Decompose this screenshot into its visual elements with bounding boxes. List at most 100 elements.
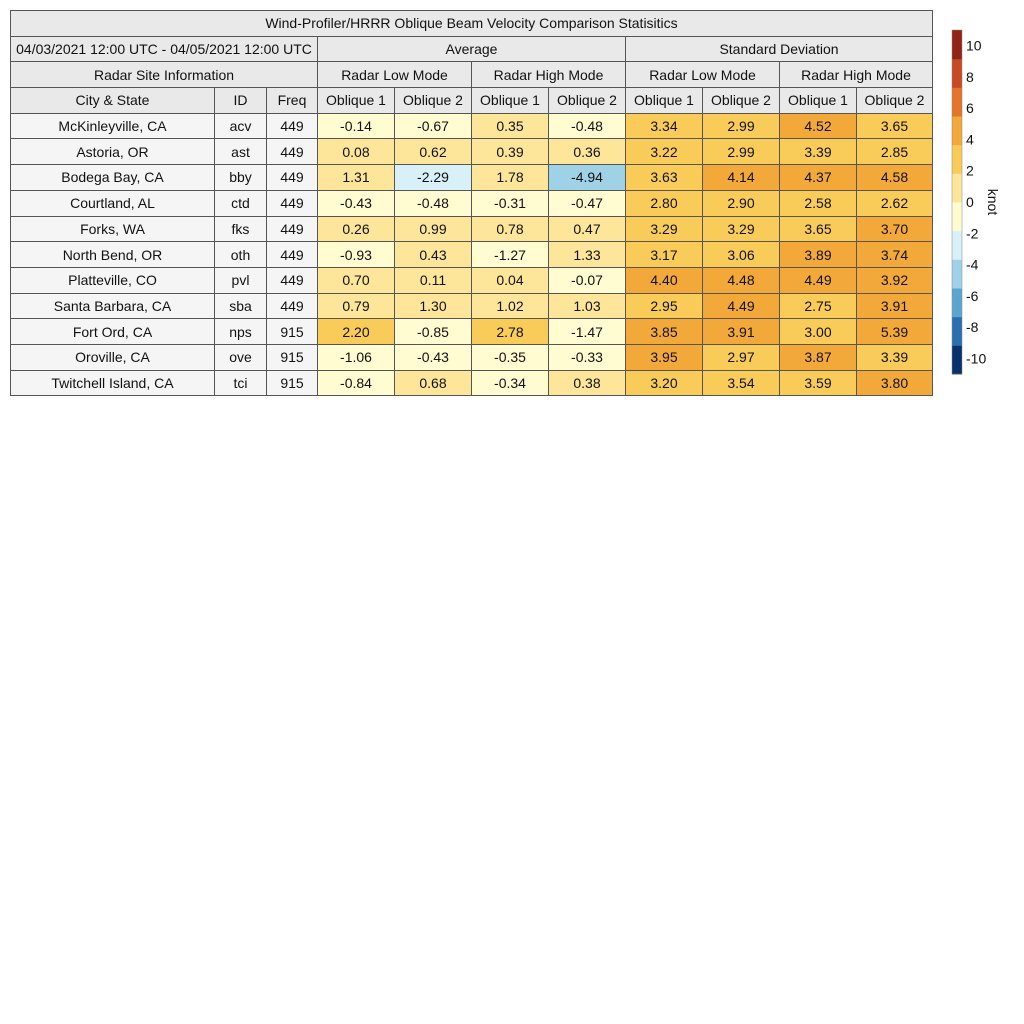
site-freq: 915 — [266, 343, 318, 371]
value-cell: -0.35 — [471, 343, 549, 371]
mode-header-avg-high: Radar High Mode — [471, 61, 626, 89]
value-cell: 3.17 — [625, 241, 703, 268]
value-cell: -1.27 — [471, 241, 549, 268]
column-header-row: City & State ID Freq Oblique 1 Oblique 2 Obli… — [10, 87, 933, 114]
table-row: Astoria, OR ast 449 0.08 0.62 0.39 0.36 3.22 2.9… — [10, 138, 933, 166]
value-cell: 3.91 — [856, 292, 933, 320]
table-row: Courtland, AL ctd 449 -0.43 -0.48 -0.31 -0.47 2… — [10, 189, 933, 217]
site-freq: 915 — [266, 369, 318, 397]
value-cell: 3.91 — [702, 318, 780, 345]
colorbar-tick-label: 4 — [966, 131, 974, 147]
value-cell: 1.02 — [471, 292, 549, 320]
value-cell: 3.20 — [625, 369, 703, 397]
value-cell: 0.68 — [394, 369, 472, 397]
colorbar-segment — [952, 116, 962, 146]
value-cell: 2.62 — [856, 189, 933, 217]
colorbar-tick-label: 0 — [966, 194, 974, 210]
value-cell: 2.90 — [702, 189, 780, 217]
value-cell: 0.47 — [548, 215, 626, 243]
value-cell: 4.37 — [779, 164, 857, 191]
site-id: ctd — [214, 189, 267, 217]
value-cell: 3.85 — [625, 318, 703, 345]
site-id: oth — [214, 241, 267, 268]
value-cell: 4.40 — [625, 266, 703, 294]
date-range: 04/03/2021 12:00 UTC - 04/05/2021 12:00 … — [10, 35, 318, 63]
site-freq: 449 — [266, 292, 318, 320]
colorbar-outline — [951, 29, 963, 375]
value-cell: 0.26 — [317, 215, 395, 243]
value-cell: 0.79 — [317, 292, 395, 320]
table-row: Fort Ord, CA nps 915 2.20 -0.85 2.78 -1.47 3.85… — [10, 318, 933, 345]
colorbar-segment — [952, 345, 962, 375]
site-city: Courtland, AL — [10, 189, 215, 217]
column-header: Oblique 1 — [779, 87, 857, 114]
value-cell: 2.99 — [702, 138, 780, 166]
value-cell: -4.94 — [548, 164, 626, 191]
table-row: Oroville, CA ove 915 -1.06 -0.43 -0.35 -0.33 3.… — [10, 343, 933, 371]
value-cell: 2.58 — [779, 189, 857, 217]
colorbar-segment — [952, 202, 962, 232]
value-cell: 3.59 — [779, 369, 857, 397]
colorbar-segment — [952, 316, 962, 346]
value-cell: 3.74 — [856, 241, 933, 268]
value-cell: 2.97 — [702, 343, 780, 371]
value-cell: -0.34 — [471, 369, 549, 397]
column-header: ID — [214, 87, 267, 114]
value-cell: 1.78 — [471, 164, 549, 191]
value-cell: -0.47 — [548, 189, 626, 217]
site-city: Twitchell Island, CA — [10, 369, 215, 397]
value-cell: -0.07 — [548, 266, 626, 294]
value-cell: -0.33 — [548, 343, 626, 371]
site-city: Bodega Bay, CA — [10, 164, 215, 191]
value-cell: -0.85 — [394, 318, 472, 345]
colorbar-tick-label: -8 — [966, 319, 979, 335]
table-row: McKinleyville, CA acv 449 -0.14 -0.67 0.35 -0.… — [10, 112, 933, 140]
site-id: nps — [214, 318, 267, 345]
column-header: Freq — [266, 87, 318, 114]
value-cell: 2.85 — [856, 138, 933, 166]
value-cell: -0.67 — [394, 112, 472, 140]
value-cell: 3.22 — [625, 138, 703, 166]
site-city: McKinleyville, CA — [10, 112, 215, 140]
table-body: McKinleyville, CA acv 449 -0.14 -0.67 0.35 -0.… — [10, 112, 933, 397]
value-cell: 3.92 — [856, 266, 933, 294]
site-city: Forks, WA — [10, 215, 215, 243]
value-cell: 0.78 — [471, 215, 549, 243]
colorbar-segment — [952, 144, 962, 174]
value-cell: -0.14 — [317, 112, 395, 140]
value-cell: 0.11 — [394, 266, 472, 294]
comparison-table: Wind-Profiler/HRRR Oblique Beam Velocity… — [10, 10, 933, 397]
value-cell: 0.38 — [548, 369, 626, 397]
site-id: bby — [214, 164, 267, 191]
table-row: Twitchell Island, CA tci 915 -0.84 0.68 -0.34… — [10, 369, 933, 397]
value-cell: 1.03 — [548, 292, 626, 320]
value-cell: 4.49 — [702, 292, 780, 320]
column-header: Oblique 2 — [548, 87, 626, 114]
value-cell: -0.43 — [317, 189, 395, 217]
site-id: sba — [214, 292, 267, 320]
site-id: ove — [214, 343, 267, 371]
value-cell: 3.39 — [856, 343, 933, 371]
value-cell: 1.31 — [317, 164, 395, 191]
colorbar-tick-label: 6 — [966, 100, 974, 116]
site-id: ast — [214, 138, 267, 166]
value-cell: 3.87 — [779, 343, 857, 371]
value-cell: 0.35 — [471, 112, 549, 140]
site-id: tci — [214, 369, 267, 397]
colorbar-segment — [952, 288, 962, 318]
value-cell: 3.65 — [779, 215, 857, 243]
value-cell: 2.95 — [625, 292, 703, 320]
site-id: acv — [214, 112, 267, 140]
value-cell: 3.29 — [625, 215, 703, 243]
value-cell: 3.34 — [625, 112, 703, 140]
site-freq: 449 — [266, 266, 318, 294]
mode-header-std-high: Radar High Mode — [779, 61, 933, 89]
site-freq: 449 — [266, 215, 318, 243]
colorbar-segment — [952, 87, 962, 117]
colorbar-tick-label: -10 — [966, 350, 986, 366]
value-cell: 0.08 — [317, 138, 395, 166]
value-cell: 3.63 — [625, 164, 703, 191]
table-row: Bodega Bay, CA bby 449 1.31 -2.29 1.78 -4.94 3.… — [10, 164, 933, 191]
value-cell: 3.80 — [856, 369, 933, 397]
colorbar-segment — [952, 30, 962, 60]
